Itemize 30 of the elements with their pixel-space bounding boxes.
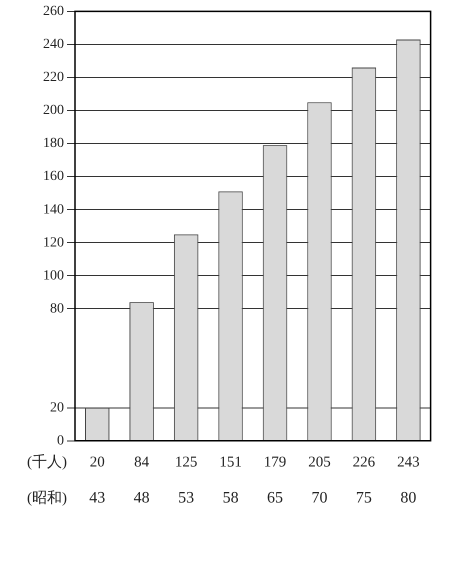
x-tick-label: 43 <box>89 490 106 507</box>
x-tick-label: 75 <box>356 490 372 507</box>
y-tick-label: 120 <box>43 235 64 250</box>
data-label: 205 <box>308 454 331 471</box>
data-label: 226 <box>352 454 376 471</box>
x-tick-label: 65 <box>267 490 284 507</box>
y-tick-label: 220 <box>43 70 64 86</box>
data-label: 179 <box>264 454 286 471</box>
x-tick-label: 80 <box>400 490 416 507</box>
y-axis-title: (千人) <box>27 454 67 471</box>
data-label: 243 <box>397 454 420 471</box>
x-tick-label: 58 <box>222 490 239 507</box>
x-tick-label: 53 <box>178 490 194 507</box>
y-tick-label: 240 <box>43 37 64 52</box>
y-tick-label: 20 <box>50 400 64 416</box>
y-tick-label: 200 <box>43 103 64 118</box>
y-tick-label: 260 <box>43 4 64 20</box>
x-axis-title: (昭和) <box>27 490 67 507</box>
y-tick-label: 140 <box>43 202 64 218</box>
data-label: 125 <box>174 454 198 471</box>
y-tick-label: 100 <box>43 268 64 284</box>
y-tick-label: 160 <box>43 169 64 184</box>
data-label: 84 <box>134 454 150 471</box>
data-label: 151 <box>219 454 242 471</box>
x-tick-label: 70 <box>311 490 328 507</box>
data-label: 20 <box>90 454 105 471</box>
y-tick-label: 0 <box>57 433 64 448</box>
x-tick-label: 48 <box>134 490 150 507</box>
y-tick-label: 80 <box>50 301 64 316</box>
y-tick-label: 180 <box>43 136 64 152</box>
